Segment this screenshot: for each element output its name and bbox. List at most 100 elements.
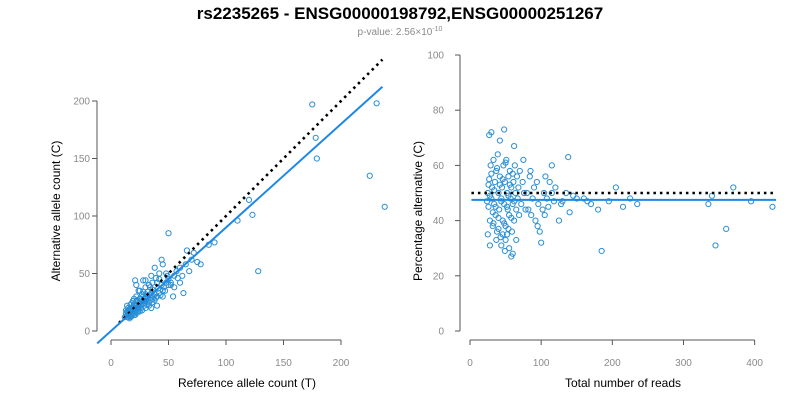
allele-counts-data-point <box>183 247 190 254</box>
percentage-alternative-data-point <box>508 214 515 221</box>
percentage-alternative-y-axis-label: Percentage alternative (C) <box>411 141 425 281</box>
percentage-alternative-data-point <box>532 217 539 224</box>
percentage-alternative-data-point <box>493 167 500 175</box>
allele-counts-data-point <box>313 155 320 162</box>
allele-counts-x-tick-label: 150 <box>275 358 292 369</box>
percentage-alternative-data-point <box>492 203 499 210</box>
percentage-alternative-data-point <box>488 129 495 136</box>
allele-counts-data-point <box>135 287 142 294</box>
percentage-alternative-data-point <box>548 162 555 169</box>
percentage-alternative-x-tick-label: 0 <box>467 358 473 369</box>
percentage-alternative-data-point <box>520 189 528 197</box>
allele-counts-x-tick-label: 100 <box>218 358 235 369</box>
right-panel: 0 100 200 300 400 0 20 40 60 80 100 Total number of… <box>411 51 776 390</box>
percentage-alternative-data-point <box>495 225 502 232</box>
percentage-alternative-data-point <box>573 195 580 202</box>
percentage-alternative-data-point <box>730 184 737 191</box>
percentage-alternative-data-point <box>747 198 755 205</box>
percentage-alternative-data-point <box>513 236 520 244</box>
allele-counts-data-point <box>122 307 130 314</box>
percentage-alternative-data-point <box>496 137 503 144</box>
percentage-alternative-data-point <box>511 198 518 205</box>
chart-subtitle: p-value: 2.56×10-10 <box>358 26 443 38</box>
allele-counts-data-point <box>165 230 172 237</box>
percentage-alternative-data-point <box>496 181 503 188</box>
percentage-alternative-data-point <box>495 189 502 197</box>
allele-counts-data-point <box>186 268 193 275</box>
allele-counts-data-point <box>151 264 158 271</box>
percentage-alternative-data-point <box>515 184 522 191</box>
percentage-alternative-data-point <box>555 217 563 224</box>
percentage-alternative-data-point <box>486 217 494 224</box>
allele-counts-data-point <box>366 172 373 179</box>
percentage-alternative-data-point <box>491 187 498 194</box>
percentage-alternative-data-point <box>501 247 508 255</box>
percentage-alternative-data-point <box>627 195 634 202</box>
percentage-alternative-data-point <box>493 165 501 172</box>
percentage-alternative-data-point <box>534 223 541 230</box>
allele-counts-y-tick-label: 0 <box>84 327 90 338</box>
percentage-alternative-data-point <box>489 209 496 216</box>
percentage-alternative-data-point <box>491 178 499 186</box>
allele-counts-data-point <box>211 239 218 246</box>
allele-counts-data-point <box>373 100 380 107</box>
percentage-alternative-data-point <box>545 203 552 210</box>
percentage-alternative-data-point <box>612 184 619 191</box>
percentage-alternative-data-point <box>539 206 546 213</box>
percentage-alternative-data-point <box>505 173 512 180</box>
allele-counts-x-axis-label: Reference allele count (T) <box>178 376 316 390</box>
percentage-alternative-data-point <box>705 200 712 208</box>
percentage-alternative-data-point <box>546 178 553 186</box>
percentage-alternative-data-point <box>487 162 494 169</box>
percentage-alternative-data-point <box>769 203 776 210</box>
allele-counts-data-point <box>245 196 253 203</box>
allele-counts-y-tick-label: 100 <box>73 212 90 223</box>
percentage-alternative-data-point <box>506 245 513 252</box>
percentage-alternative-data-point <box>503 156 510 163</box>
percentage-alternative-data-point <box>509 250 516 257</box>
percentage-alternative-data-point <box>484 231 491 238</box>
percentage-alternative-data-point <box>634 200 641 208</box>
percentage-alternative-data-point <box>530 184 538 191</box>
percentage-alternative-data-point <box>493 236 500 244</box>
allele-counts-data-point <box>312 134 319 141</box>
percentage-alternative-data-point <box>540 189 548 197</box>
percentage-alternative-data-point <box>522 206 529 213</box>
percentage-alternative-data-point <box>505 192 512 199</box>
allele-counts-data-point <box>148 272 155 279</box>
percentage-alternative-data-point <box>712 242 719 249</box>
percentage-alternative-data-point <box>520 156 527 163</box>
allele-counts-data-point <box>132 311 139 318</box>
allele-counts-data-point <box>165 281 172 289</box>
percentage-alternative-x-tick-label: 300 <box>675 358 692 369</box>
allele-counts-data-point <box>129 298 136 305</box>
percentage-alternative-data-point <box>508 228 516 235</box>
percentage-alternative-y-tick-label: 100 <box>427 51 444 62</box>
percentage-alternative-data-point <box>543 195 550 202</box>
percentage-alternative-y-tick-label: 60 <box>433 161 445 172</box>
percentage-alternative-data-point <box>486 192 494 199</box>
percentage-alternative-data-point <box>566 209 573 216</box>
allele-counts-data-point <box>161 287 169 294</box>
allele-counts-x-tick-label: 200 <box>333 358 350 369</box>
percentage-alternative-data-point <box>598 247 605 255</box>
allele-counts-data-point <box>171 284 178 291</box>
percentage-alternative-y-tick-label: 20 <box>433 271 445 282</box>
percentage-alternative-data-point <box>506 181 513 188</box>
percentage-alternative-data-point <box>542 173 549 180</box>
percentage-alternative-data-point <box>498 195 505 202</box>
allele-counts-y-tick-label: 200 <box>73 97 90 108</box>
percentage-alternative-data-point <box>504 206 511 213</box>
percentage-alternative-data-point <box>502 159 509 166</box>
chart-title: rs2235265 - ENSG00000198792,ENSG00000251… <box>197 4 603 23</box>
percentage-alternative-data-point <box>485 203 492 210</box>
percentage-alternative-data-point <box>525 206 532 213</box>
percentage-alternative-data-point <box>533 178 540 186</box>
percentage-alternative-data-point <box>527 167 534 175</box>
allele-counts-data-point <box>180 289 187 297</box>
percentage-alternative-data-point <box>594 206 602 213</box>
percentage-alternative-data-point <box>503 203 511 210</box>
percentage-alternative-data-point <box>550 198 558 205</box>
percentage-alternative-data-point <box>529 195 536 202</box>
left-panel: 0 50 100 150 200 0 50 100 150 200 Reference allele… <box>49 58 388 390</box>
